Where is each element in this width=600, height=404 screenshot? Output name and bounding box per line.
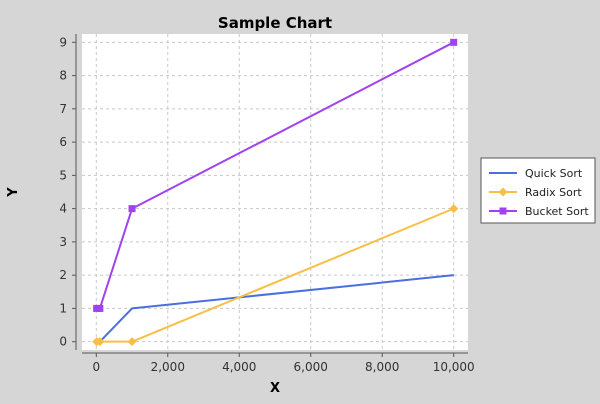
x-tick-label: 6,000 [294, 360, 328, 374]
data-point [96, 304, 104, 312]
chart-title: Sample Chart [218, 14, 332, 32]
y-tick-label: 0 [59, 335, 67, 349]
data-point [128, 205, 136, 213]
series-radix-sort [92, 204, 459, 347]
legend-item-bucket-sort: Bucket Sort [489, 205, 589, 218]
y-tick-label: 8 [59, 69, 67, 83]
y-tick-label: 1 [59, 301, 67, 315]
y-tick-label: 7 [59, 102, 67, 116]
y-tick-label: 6 [59, 135, 67, 149]
legend-item-quick-sort: Quick Sort [489, 167, 583, 180]
data-point [127, 337, 137, 347]
x-tick-label: 8,000 [365, 360, 399, 374]
plot-area [82, 34, 468, 350]
y-tick-label: 3 [59, 235, 67, 249]
y-axis-label: Y [6, 187, 21, 198]
grid-lines [82, 34, 468, 350]
legend-marker [498, 187, 508, 197]
legend-marker [499, 207, 507, 215]
legend-label: Bucket Sort [525, 205, 589, 218]
y-tick-label: 4 [59, 202, 67, 216]
data-point [449, 204, 459, 214]
x-tick-label: 4,000 [222, 360, 256, 374]
series-lines [92, 38, 459, 347]
y-tick-label: 5 [59, 168, 67, 182]
y-tick-label: 2 [59, 268, 67, 282]
x-tick-label: 0 [92, 360, 100, 374]
series-bucket-sort [93, 38, 458, 312]
x-axis-label: X [270, 381, 280, 396]
legend-label: Radix Sort [525, 186, 582, 199]
legend-label: Quick Sort [525, 167, 583, 180]
x-tick-label: 10,000 [433, 360, 475, 374]
axes: 0 2,000 4,000 6,000 8,000 10,000 0 1 2 3 4 5 6 7 8 9 [59, 34, 475, 374]
legend-item-radix-sort: Radix Sort [489, 186, 582, 199]
legend: Quick Sort Radix Sort Bucket Sort [480, 157, 596, 224]
data-point [450, 38, 458, 46]
y-tick-label: 9 [59, 35, 67, 49]
x-tick-label: 2,000 [151, 360, 185, 374]
data-point [95, 337, 105, 347]
